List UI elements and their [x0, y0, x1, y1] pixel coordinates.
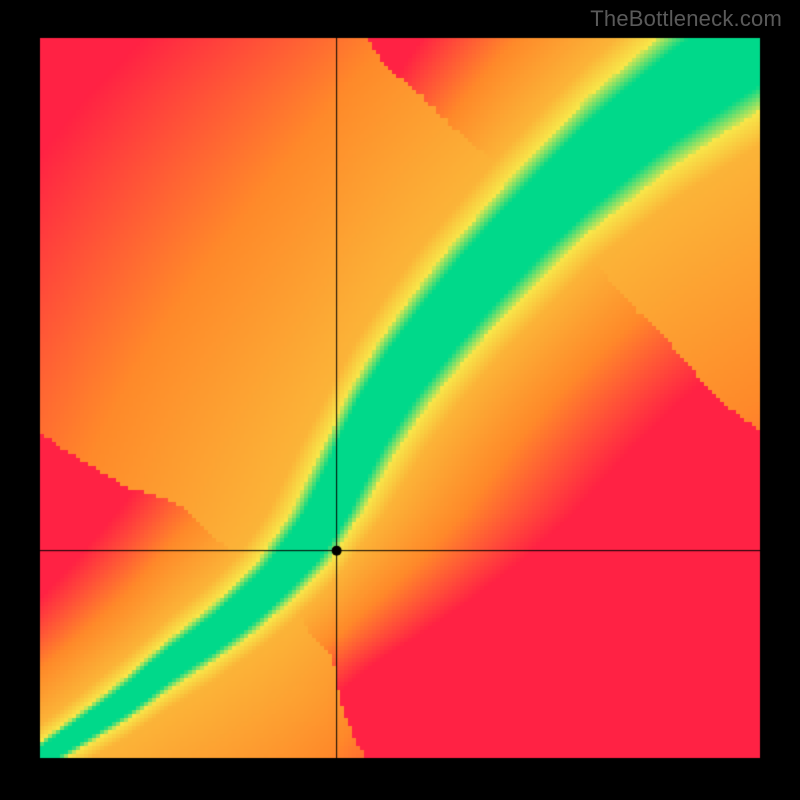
chart-container: TheBottleneck.com: [0, 0, 800, 800]
watermark-text: TheBottleneck.com: [590, 6, 782, 32]
heatmap-canvas: [0, 0, 800, 800]
